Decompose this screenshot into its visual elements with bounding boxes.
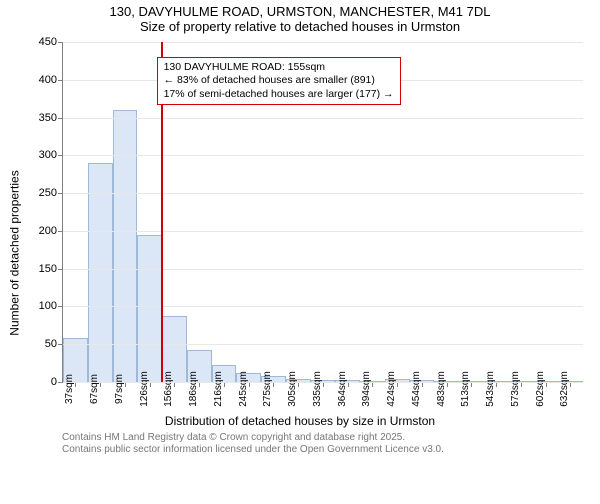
y-tick-mark — [58, 344, 63, 345]
y-tick-label: 300 — [39, 149, 57, 161]
y-tick-label: 450 — [39, 36, 57, 48]
y-tick-label: 100 — [39, 300, 57, 312]
x-tick-label: 394sqm — [361, 371, 372, 407]
bar-slot: 454sqm — [410, 42, 435, 382]
y-tick-label: 150 — [39, 263, 57, 275]
x-tick-label: 186sqm — [188, 371, 199, 407]
y-tick-mark — [58, 382, 63, 383]
x-tick-label: 67sqm — [89, 374, 100, 404]
y-tick-mark — [58, 306, 63, 307]
y-tick-label: 400 — [39, 74, 57, 86]
bar-slot: 37sqm — [63, 42, 88, 382]
x-tick-label: 424sqm — [386, 371, 397, 407]
bar-slot: 632sqm — [558, 42, 583, 382]
gridline-h — [63, 155, 583, 156]
footer-line1: Contains HM Land Registry data © Crown c… — [62, 432, 444, 444]
annotation-box: 130 DAVYHULME ROAD: 155sqm← 83% of detac… — [157, 57, 401, 104]
x-tick-label: 335sqm — [312, 371, 323, 407]
bar — [137, 235, 162, 382]
gridline-h — [63, 269, 583, 270]
title-line2: Size of property relative to detached ho… — [0, 19, 600, 34]
bar-slot: 483sqm — [434, 42, 459, 382]
gridline-h — [63, 382, 583, 383]
gridline-h — [63, 118, 583, 119]
y-tick-mark — [58, 118, 63, 119]
y-tick-mark — [58, 193, 63, 194]
y-tick-mark — [58, 42, 63, 43]
bar-slot: 97sqm — [113, 42, 138, 382]
x-tick-label: 573sqm — [510, 371, 521, 407]
annotation-line: 17% of semi-detached houses are larger (… — [164, 88, 394, 101]
annotation-line: 130 DAVYHULME ROAD: 155sqm — [164, 61, 394, 74]
x-tick-label: 156sqm — [163, 371, 174, 407]
y-tick-mark — [58, 231, 63, 232]
bar — [113, 110, 138, 382]
y-tick-mark — [58, 80, 63, 81]
x-tick-label: 364sqm — [337, 371, 348, 407]
x-tick-label: 275sqm — [262, 371, 273, 407]
x-axis-label: Distribution of detached houses by size … — [0, 414, 600, 428]
x-tick-label: 245sqm — [238, 371, 249, 407]
bar-slot: 573sqm — [509, 42, 534, 382]
gridline-h — [63, 193, 583, 194]
x-tick-label: 632sqm — [559, 371, 570, 407]
chart-area: Number of detached properties 37sqm67sqm… — [0, 36, 600, 456]
gridline-h — [63, 42, 583, 43]
gridline-h — [63, 306, 583, 307]
x-tick-label: 37sqm — [64, 374, 75, 404]
y-axis-label: Number of detached properties — [8, 170, 22, 335]
x-tick-label: 513sqm — [460, 371, 471, 407]
x-tick-label: 97sqm — [114, 374, 125, 404]
gridline-h — [63, 344, 583, 345]
plot-region: 37sqm67sqm97sqm126sqm156sqm186sqm216sqm2… — [62, 42, 583, 383]
x-tick-label: 543sqm — [485, 371, 496, 407]
y-tick-label: 200 — [39, 225, 57, 237]
footer-line2: Contains public sector information licen… — [62, 444, 444, 456]
y-tick-label: 250 — [39, 187, 57, 199]
gridline-h — [63, 231, 583, 232]
x-tick-label: 483sqm — [436, 371, 447, 407]
x-tick-label: 126sqm — [139, 371, 150, 407]
x-tick-label: 454sqm — [411, 371, 422, 407]
x-tick-label: 216sqm — [213, 371, 224, 407]
annotation-line: ← 83% of detached houses are smaller (89… — [164, 74, 394, 87]
bar-slot: 543sqm — [484, 42, 509, 382]
title-line1: 130, DAVYHULME ROAD, URMSTON, MANCHESTER… — [0, 4, 600, 19]
bar-slot: 67sqm — [88, 42, 113, 382]
y-tick-mark — [58, 269, 63, 270]
bar-slot: 513sqm — [459, 42, 484, 382]
bar-slot: 602sqm — [533, 42, 558, 382]
footer-text: Contains HM Land Registry data © Crown c… — [62, 432, 444, 456]
y-tick-label: 0 — [51, 376, 57, 388]
y-tick-label: 350 — [39, 112, 57, 124]
x-tick-label: 602sqm — [535, 371, 546, 407]
y-tick-mark — [58, 155, 63, 156]
bar — [88, 163, 113, 382]
x-tick-label: 305sqm — [287, 371, 298, 407]
y-tick-label: 50 — [45, 338, 57, 350]
